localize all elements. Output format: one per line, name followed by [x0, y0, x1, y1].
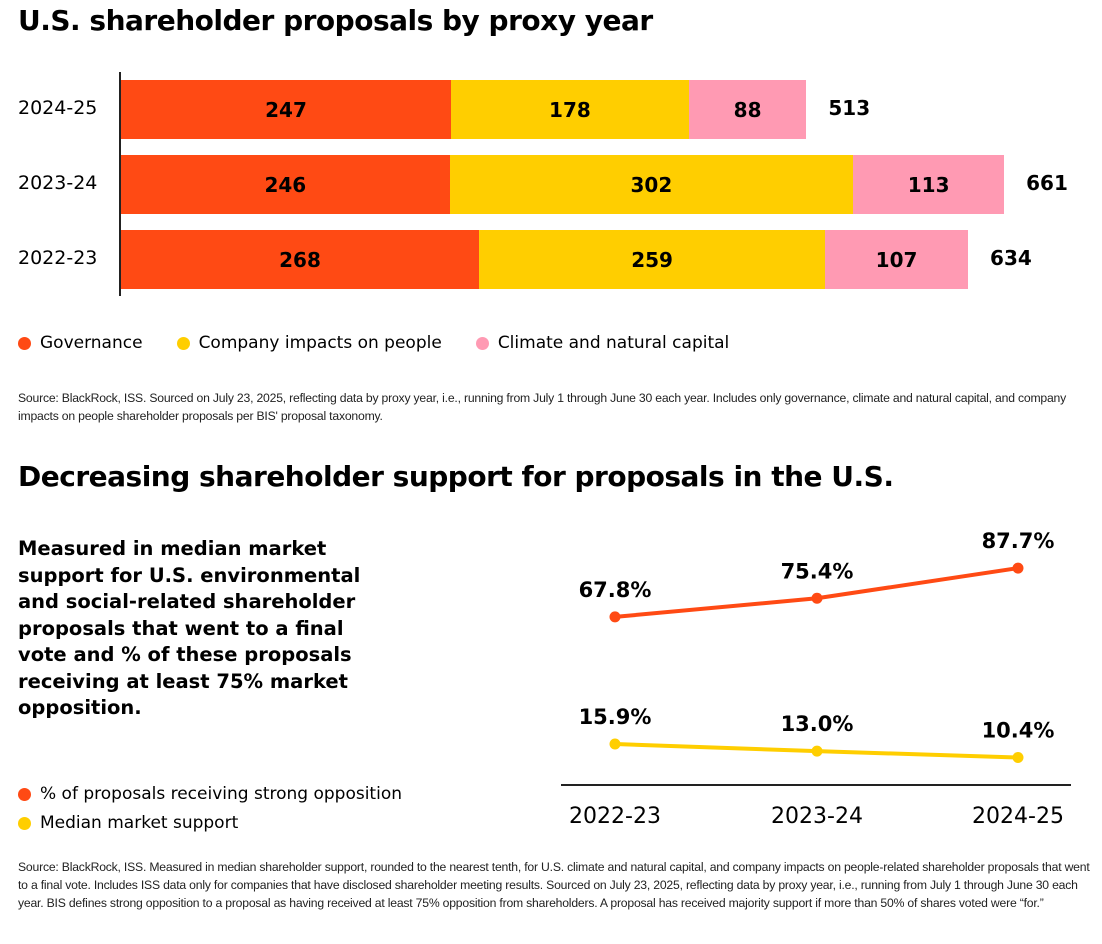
bar-segment: 178 [451, 80, 689, 139]
bar-source: Source: BlackRock, ISS. Sourced on July … [18, 391, 1067, 423]
bar-segment: 302 [449, 155, 854, 214]
data-point [811, 592, 823, 604]
bar-axis [119, 72, 121, 296]
legend-item: Climate and natural capital [475, 333, 730, 353]
data-label: 75.4% [781, 559, 854, 583]
legend-item: Governance [18, 333, 143, 353]
x-tick-label: 2024-25 [972, 804, 1064, 829]
data-label: 67.8% [579, 578, 652, 602]
legend-item: Median market support [18, 813, 402, 833]
bar-segment: 113 [853, 155, 1005, 214]
data-point [811, 745, 823, 757]
data-label: 87.7% [982, 529, 1055, 553]
bar-total-label: 661 [1026, 171, 1068, 195]
x-tick-label: 2023-24 [771, 804, 863, 829]
data-label: 13.0% [781, 712, 854, 736]
bar-segment: 107 [825, 230, 969, 289]
legend-label: % of proposals receiving strong oppositi… [40, 784, 402, 804]
bar-total-label: 634 [990, 246, 1032, 270]
data-point [1012, 752, 1024, 764]
line-source: Source: BlackRock, ISS. Measured in medi… [18, 860, 1090, 910]
bar-segment: 259 [479, 230, 826, 289]
legend-dot-icon [18, 816, 31, 830]
legend-label: Median market support [40, 813, 239, 833]
bar-segment: 246 [121, 155, 450, 214]
bar-legend: Governance Company impacts on people Clima… [18, 333, 729, 353]
data-point [609, 611, 621, 623]
legend-item: Company impacts on people [176, 333, 442, 353]
data-label: 15.9% [579, 705, 652, 729]
legend-label: Governance [40, 333, 143, 353]
bar-segment: 268 [121, 230, 480, 289]
bar-segment: 247 [121, 80, 451, 139]
legend-dot-icon [18, 336, 31, 350]
category-label: 2024-25 [18, 97, 98, 119]
legend-label: Company impacts on people [198, 333, 442, 353]
legend-dot-icon [18, 787, 31, 801]
legend-item: % of proposals receiving strong oppositi… [18, 784, 402, 804]
bar-chart-title: U.S. shareholder proposals by proxy year [18, 4, 653, 37]
data-label: 10.4% [982, 719, 1055, 743]
bar-total-label: 513 [828, 96, 871, 120]
data-point [1012, 562, 1024, 574]
data-point [609, 738, 621, 750]
x-tick-label: 2022-23 [569, 804, 661, 829]
line-chart-description: Measured in median market support for U.… [18, 537, 361, 719]
category-label: 2023-24 [18, 172, 98, 194]
legend-dot-icon [176, 336, 190, 350]
line-chart-title: Decreasing shareholder support for propo… [18, 460, 894, 493]
legend-label: Climate and natural capital [497, 333, 730, 353]
category-label: 2022-23 [18, 247, 98, 269]
bar-segment: 88 [688, 80, 807, 139]
line-legend: % of proposals receiving strong oppositi… [18, 784, 402, 833]
legend-dot-icon [475, 336, 489, 350]
